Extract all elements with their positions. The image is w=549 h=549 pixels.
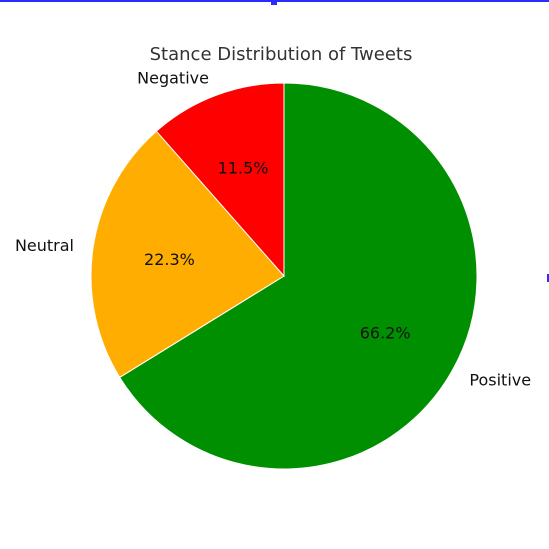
pie-labels: 66.2% Positive 22.3% Neutral 11.5% Negative <box>15 68 531 389</box>
pie-slice-positive <box>119 82 478 470</box>
pie-slice-neutral <box>90 130 285 379</box>
right-edge-tick <box>547 274 549 282</box>
top-border-tab <box>271 0 277 5</box>
pie-pct-label-neutral: 22.3% <box>144 250 195 269</box>
chart-title: Stance Distribution of Tweets <box>150 44 413 65</box>
pie-pct-label-positive: 66.2% <box>360 323 411 342</box>
pie-slice-negative <box>155 82 285 278</box>
pie-category-label-positive: Positive <box>469 370 531 389</box>
pie-category-label-neutral: Neutral <box>15 236 74 255</box>
pie-pct-label-negative: 11.5% <box>218 159 269 178</box>
pie-category-label-negative: Negative <box>137 68 209 87</box>
pie-slices <box>90 82 478 470</box>
